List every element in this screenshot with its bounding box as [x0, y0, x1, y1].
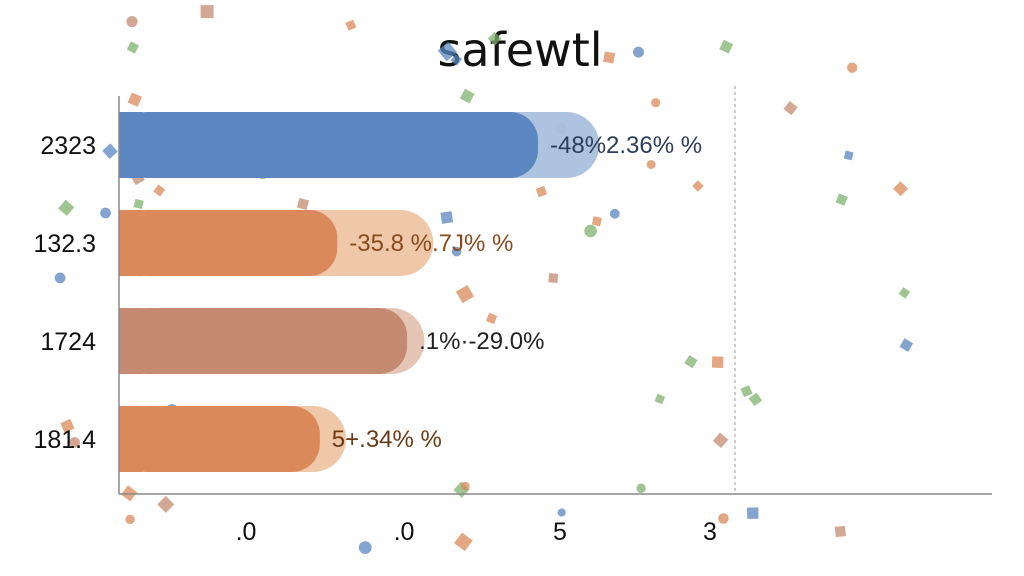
bar-group: [119, 112, 600, 178]
category-label: 1724: [40, 328, 96, 356]
bars-group: [119, 112, 600, 472]
scatter-marker: [603, 51, 616, 64]
scatter-marker: [127, 92, 142, 107]
scatter-marker: [711, 356, 724, 368]
data-label: -35.8 %.7J% %: [349, 230, 513, 257]
category-label: 132.3: [33, 230, 96, 258]
scatter-marker: [654, 393, 666, 405]
scatter-marker: [584, 224, 597, 238]
scatter-marker: [684, 354, 698, 369]
scatter-marker: [485, 312, 498, 325]
scatter-marker: [783, 101, 798, 116]
bar-group: [119, 308, 425, 374]
scatter-marker: [60, 418, 75, 433]
scatter-decoration: [54, 5, 914, 554]
scatter-marker: [898, 287, 911, 299]
scatter-marker: [58, 199, 75, 216]
scatter-marker: [557, 508, 566, 517]
scatter-marker: [102, 143, 118, 159]
scatter-marker: [609, 208, 620, 219]
scatter-marker: [748, 392, 763, 407]
scatter-marker: [69, 437, 80, 448]
scatter-marker: [843, 150, 854, 161]
scatter-marker: [345, 19, 357, 31]
scatter-marker: [358, 541, 372, 554]
scatter-marker: [893, 181, 909, 197]
scatter-marker: [100, 207, 111, 219]
scatter-marker: [455, 284, 475, 304]
category-label: 181.4: [33, 426, 96, 454]
scatter-marker: [548, 273, 559, 283]
scatter-marker: [740, 385, 753, 398]
labels-group: -48%2.36% % 2323 -35.8 %.7J% % 132.3 .1%·-29…: [33, 132, 717, 546]
scatter-marker: [835, 193, 848, 206]
bar-base: [119, 210, 143, 276]
scatter-marker: [133, 198, 144, 210]
scatter-marker: [636, 483, 646, 493]
scatter-marker: [535, 185, 548, 198]
scatter-marker: [712, 432, 729, 449]
scatter-marker: [296, 197, 309, 210]
scatter-marker: [459, 88, 475, 104]
bar-base: [119, 308, 143, 374]
bar: [119, 406, 320, 472]
scatter-marker: [437, 41, 458, 62]
scatter-marker: [450, 53, 463, 66]
scatter-marker: [126, 41, 139, 54]
scatter-marker: [440, 211, 454, 224]
bar: [119, 112, 538, 178]
scatter-marker: [692, 180, 704, 192]
scatter-marker: [125, 514, 135, 525]
axes: [118, 86, 992, 495]
data-label: 5+.34% %: [332, 426, 442, 453]
scatter-marker: [454, 532, 473, 552]
scatter-marker: [646, 160, 656, 169]
scatter-marker: [460, 481, 470, 491]
scatter-marker: [126, 16, 138, 28]
scatter-marker: [153, 184, 166, 197]
scatter-marker: [747, 507, 759, 519]
bar-group: [119, 210, 434, 276]
bar: [119, 308, 408, 374]
scatter-marker: [54, 272, 66, 284]
scatter-marker: [451, 246, 462, 257]
x-tick-label: 5: [553, 518, 567, 546]
scatter-marker: [591, 216, 602, 227]
scatter-marker: [718, 513, 729, 524]
scatter-marker: [633, 46, 644, 58]
bar-base: [119, 112, 143, 178]
scatter-marker: [157, 495, 175, 513]
bar: [119, 210, 338, 276]
scatter-marker: [719, 39, 734, 54]
category-label: 2323: [40, 132, 96, 160]
scatter-marker: [899, 338, 914, 352]
scatter-marker: [200, 5, 214, 19]
bar-group: [119, 406, 346, 472]
bar-base: [119, 406, 143, 472]
x-tick-label: .0: [236, 518, 257, 546]
x-tick-label: 3: [703, 518, 717, 546]
x-tick-label: .0: [394, 518, 415, 546]
chart-title: safewtl: [437, 23, 602, 77]
scatter-marker: [651, 98, 661, 108]
data-label: -48%2.36% %: [550, 132, 702, 159]
data-label: .1%·-29.0%: [419, 328, 544, 355]
scatter-marker: [847, 62, 858, 73]
scatter-marker: [834, 525, 846, 538]
scatter-marker: [487, 31, 502, 46]
